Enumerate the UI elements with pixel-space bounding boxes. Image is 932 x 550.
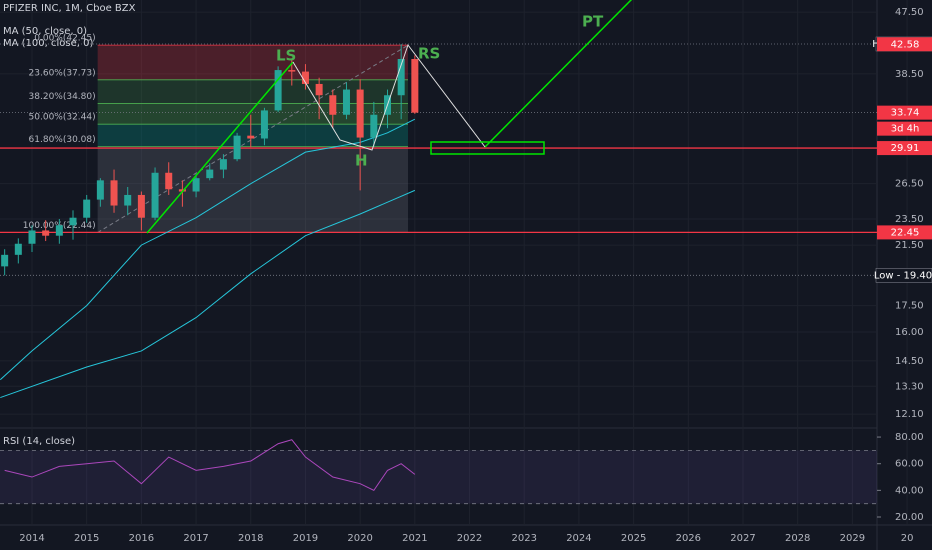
candle-body xyxy=(151,172,159,218)
ma-legend: MA (50, close, 0) xyxy=(3,26,87,37)
annotation: RS xyxy=(418,45,440,63)
candle-body xyxy=(206,169,214,179)
x-tick-label: 2022 xyxy=(457,533,482,544)
fib-zone xyxy=(97,124,408,147)
annotation: H xyxy=(355,152,368,170)
fib-label: 0.00%(42.45) xyxy=(34,34,95,44)
target-line xyxy=(484,0,633,148)
rsi-title: RSI (14, close) xyxy=(3,436,75,447)
x-tick-label: 2021 xyxy=(402,533,427,544)
candle-body xyxy=(219,159,227,170)
fib-label: 61.80%(30.08) xyxy=(29,135,96,145)
y-tick-label: 47.50 xyxy=(895,7,924,18)
price-tag xyxy=(877,105,932,120)
candle-body xyxy=(247,135,255,139)
target-zone xyxy=(430,141,545,155)
fib-label: 50.00%(32.44) xyxy=(29,113,96,123)
x-tick-label: 2026 xyxy=(676,533,701,544)
fib-zone xyxy=(97,45,408,80)
candle-body xyxy=(397,58,405,96)
price-tag-label: 22.45 xyxy=(891,227,920,238)
price-tag xyxy=(875,268,932,283)
rsi-line xyxy=(4,439,416,491)
rsi-tick-label: 40.00 xyxy=(895,485,924,496)
price-tag xyxy=(877,37,932,52)
annotation: PT xyxy=(582,13,604,31)
rsi-tick-label: 80.00 xyxy=(895,432,924,443)
candle-body xyxy=(370,114,378,138)
candle-body xyxy=(274,70,282,111)
x-tick-label: 2023 xyxy=(512,533,537,544)
symbol: PFIZER INC, 1M, Cboe BZX xyxy=(3,3,136,14)
price-tag-label: 42.58 xyxy=(891,39,920,50)
candle-body xyxy=(28,230,36,244)
candle-body xyxy=(55,225,63,236)
fib-label: 23.60%(37.73) xyxy=(29,68,96,78)
plot: 0.00%(42.45) 23.60%(37.73) 38.20%(34.80) 50… xyxy=(0,0,908,525)
rsi-tick-label: 60.00 xyxy=(895,459,924,470)
candle-body xyxy=(233,135,241,160)
price-tag xyxy=(877,225,932,240)
countdown: 3d 4h xyxy=(891,124,920,135)
y-tick-label: 26.50 xyxy=(895,179,924,190)
candle-body xyxy=(301,71,309,84)
candle-body xyxy=(96,180,104,200)
candle-body xyxy=(192,178,200,192)
candle-body xyxy=(42,230,50,236)
candle-body xyxy=(342,89,350,115)
candle-body xyxy=(260,110,268,139)
pattern-line xyxy=(292,43,486,151)
y-tick-label: 12.10 xyxy=(895,409,924,420)
price-tag xyxy=(877,141,932,156)
price-tag-label: Low - 19.40 xyxy=(874,270,932,281)
countdown-tag xyxy=(877,121,932,136)
fib-zone xyxy=(97,146,408,233)
annotation: LS xyxy=(276,47,296,65)
x-tick-label: 2014 xyxy=(19,533,44,544)
y-tick-label: 21.50 xyxy=(895,240,924,251)
y-tick-label: 14.50 xyxy=(895,356,924,367)
moving-average xyxy=(0,189,416,399)
candle-body xyxy=(315,83,323,96)
candle-body xyxy=(411,58,419,113)
y-tick-label: 38.50 xyxy=(895,69,924,80)
candle-body xyxy=(110,180,118,206)
y-tick-label: 17.50 xyxy=(895,301,924,312)
x-tick-label: 2015 xyxy=(74,533,99,544)
rsi-band xyxy=(0,450,877,504)
rsi-tick-label: 20.00 xyxy=(895,512,924,523)
y-tick-label: 13.30 xyxy=(895,381,924,392)
price-tag-label: 29.91 xyxy=(891,143,920,154)
candle-body xyxy=(329,95,337,115)
y-tick-label: 23.50 xyxy=(895,214,924,225)
candle-body xyxy=(124,194,132,206)
fib-label: 38.20%(34.80) xyxy=(29,92,96,102)
candle-body xyxy=(14,243,22,255)
x-tick-label: 2027 xyxy=(730,533,755,544)
x-tick-label: 2024 xyxy=(566,533,591,544)
price-tag-label: 33.74 xyxy=(891,108,920,119)
ma-legend: MA (100, close, 0) xyxy=(3,38,93,49)
x-tick-label: 20 xyxy=(901,533,914,544)
candle-body xyxy=(69,217,77,226)
candle-body xyxy=(165,172,173,190)
candle-body xyxy=(137,194,145,218)
x-tick-label: 2017 xyxy=(183,533,208,544)
candle-body xyxy=(288,70,296,72)
x-tick-label: 2029 xyxy=(840,533,865,544)
x-tick-label: 2025 xyxy=(621,533,646,544)
candle-body xyxy=(356,89,364,138)
trend-line xyxy=(146,61,294,234)
x-tick-label: 2028 xyxy=(785,533,810,544)
x-tick-label: 2018 xyxy=(238,533,263,544)
candle-body xyxy=(83,199,91,218)
y-tick-label: 16.00 xyxy=(895,327,924,338)
x-tick-label: 2016 xyxy=(129,533,154,544)
x-tick-label: 2019 xyxy=(293,533,318,544)
x-tick-label: 2020 xyxy=(347,533,372,544)
fib-trend xyxy=(97,44,409,233)
candle-body xyxy=(1,254,9,267)
